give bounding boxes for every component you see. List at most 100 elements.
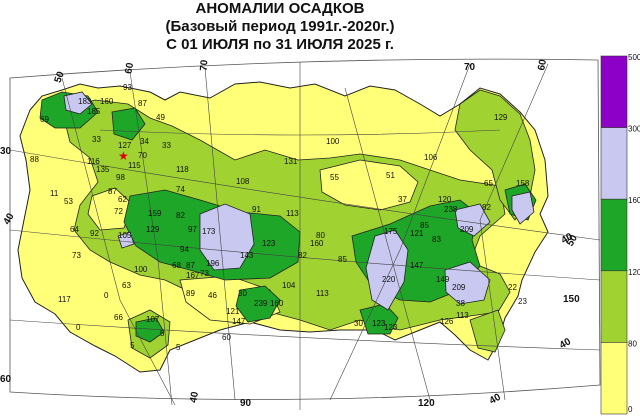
station-value: 87 bbox=[138, 99, 147, 108]
zone-120-160-caucasus bbox=[135, 317, 165, 343]
station-value: 113 bbox=[456, 311, 469, 320]
station-value: 72 bbox=[114, 207, 123, 216]
station-value: 183 bbox=[78, 97, 92, 106]
legend-tick-label: 160 bbox=[628, 196, 640, 205]
legend-swatch bbox=[600, 342, 628, 415]
station-value: 85 bbox=[420, 221, 429, 230]
station-value: 62 bbox=[118, 195, 127, 204]
station-value: 115 bbox=[128, 161, 141, 170]
station-value: 100 bbox=[326, 137, 340, 146]
station-value: 88 bbox=[30, 155, 39, 164]
station-value: 38 bbox=[456, 299, 465, 308]
station-value: 147 bbox=[232, 317, 246, 326]
legend-swatch bbox=[600, 198, 628, 272]
station-value: 131 bbox=[284, 157, 298, 166]
station-value: 104 bbox=[282, 281, 296, 290]
station-value: 49 bbox=[156, 113, 165, 122]
station-value: 185 bbox=[87, 107, 101, 116]
station-value: 37 bbox=[398, 195, 407, 204]
zone-120-160-south bbox=[235, 285, 281, 323]
station-value: 30 bbox=[354, 319, 363, 328]
station-value: 87 bbox=[108, 187, 117, 196]
station-value: 209 bbox=[452, 283, 466, 292]
station-value: 160 bbox=[100, 97, 114, 106]
station-value: 113 bbox=[286, 209, 299, 218]
station-value: 209 bbox=[460, 225, 474, 234]
zone-160-300-far-east bbox=[444, 261, 491, 305]
zone-below-80-north-central bbox=[319, 159, 419, 211]
station-value: 55 bbox=[330, 173, 339, 182]
station-value: 23 bbox=[518, 297, 527, 306]
station-values: 183 185 93 160 87 69 49 127 33 34 33 70 … bbox=[30, 83, 530, 352]
station-value: 0 bbox=[76, 323, 81, 332]
station-value: 106 bbox=[424, 153, 438, 162]
degree-label: 90 bbox=[240, 398, 252, 409]
degree-label: 60 bbox=[123, 62, 136, 75]
station-value: 46 bbox=[208, 291, 217, 300]
degree-label: 30 bbox=[0, 146, 12, 157]
station-value: 93 bbox=[123, 83, 132, 92]
station-value: 66 bbox=[114, 313, 123, 322]
degree-label: 60 bbox=[536, 58, 549, 71]
degree-label: 40 bbox=[188, 390, 201, 403]
station-value: 83 bbox=[432, 235, 441, 244]
station-value: 175 bbox=[384, 227, 398, 236]
degree-label: 50 bbox=[53, 70, 67, 85]
degree-label: 120 bbox=[418, 398, 435, 409]
degree-label: 70 bbox=[199, 59, 211, 71]
station-value: 173 bbox=[202, 227, 216, 236]
moscow-star-icon: ★ bbox=[118, 149, 129, 163]
station-value: 117 bbox=[58, 295, 71, 304]
zone-160-300-west bbox=[117, 231, 135, 249]
station-value: 64 bbox=[70, 225, 79, 234]
station-value: 159 bbox=[148, 209, 162, 218]
zone-160-300-central-siberia bbox=[199, 203, 255, 271]
legend-swatch bbox=[600, 127, 628, 200]
station-value: 108 bbox=[236, 177, 250, 186]
station-value: 123 bbox=[262, 239, 276, 248]
station-value: 11 bbox=[50, 189, 59, 198]
zone-160-300-east bbox=[365, 229, 409, 311]
station-value: 53 bbox=[64, 197, 73, 206]
station-value: 149 bbox=[436, 275, 450, 284]
station-value: 92 bbox=[90, 229, 99, 238]
station-value: 68 bbox=[172, 261, 181, 270]
station-value: 85 bbox=[338, 255, 347, 264]
zone-80-120-far-south bbox=[469, 309, 506, 353]
station-value: 123 bbox=[372, 319, 386, 328]
station-value: 70 bbox=[138, 151, 147, 160]
map-title-line-1: АНОМАЛИИ ОСАДКОВ bbox=[195, 0, 365, 17]
station-value: 73 bbox=[200, 269, 209, 278]
station-value: 158 bbox=[516, 179, 530, 188]
station-value: 196 bbox=[206, 259, 220, 268]
graticule-labels: 50 60 70 70 60 30 40 40 50 150 40 60 40 … bbox=[0, 58, 580, 409]
station-value: 129 bbox=[146, 225, 160, 234]
station-value: 160 bbox=[270, 299, 284, 308]
station-value: 80 bbox=[316, 231, 325, 240]
legend-tick-label: 0 bbox=[628, 405, 633, 414]
degree-label: 150 bbox=[563, 294, 580, 305]
station-value: 107 bbox=[146, 315, 160, 324]
station-value: 82 bbox=[176, 211, 185, 220]
legend-swatch bbox=[600, 55, 628, 128]
zone-160-300-kamchatka bbox=[511, 191, 535, 225]
station-value: 127 bbox=[118, 141, 132, 150]
station-value: 220 bbox=[382, 275, 396, 284]
station-value: 113 bbox=[316, 289, 329, 298]
station-value: 82 bbox=[482, 203, 491, 212]
station-value: 69 bbox=[40, 115, 49, 124]
station-value: 160 bbox=[310, 239, 324, 248]
station-value: 129 bbox=[494, 113, 508, 122]
degree-label: 40 bbox=[488, 392, 504, 407]
degree-label: 40 bbox=[2, 211, 17, 227]
station-value: 22 bbox=[508, 283, 517, 292]
station-value: 73 bbox=[72, 251, 81, 260]
map-frame bbox=[9, 58, 601, 400]
map-title-line-3: С 01 ИЮЛЯ по 31 ИЮЛЯ 2025 г. bbox=[166, 36, 394, 53]
degree-label: 60 bbox=[0, 374, 12, 385]
degree-label: 40 bbox=[560, 231, 576, 246]
station-value: 82 bbox=[298, 251, 307, 260]
degree-label: 50 bbox=[565, 233, 580, 249]
station-value: 147 bbox=[410, 261, 424, 270]
